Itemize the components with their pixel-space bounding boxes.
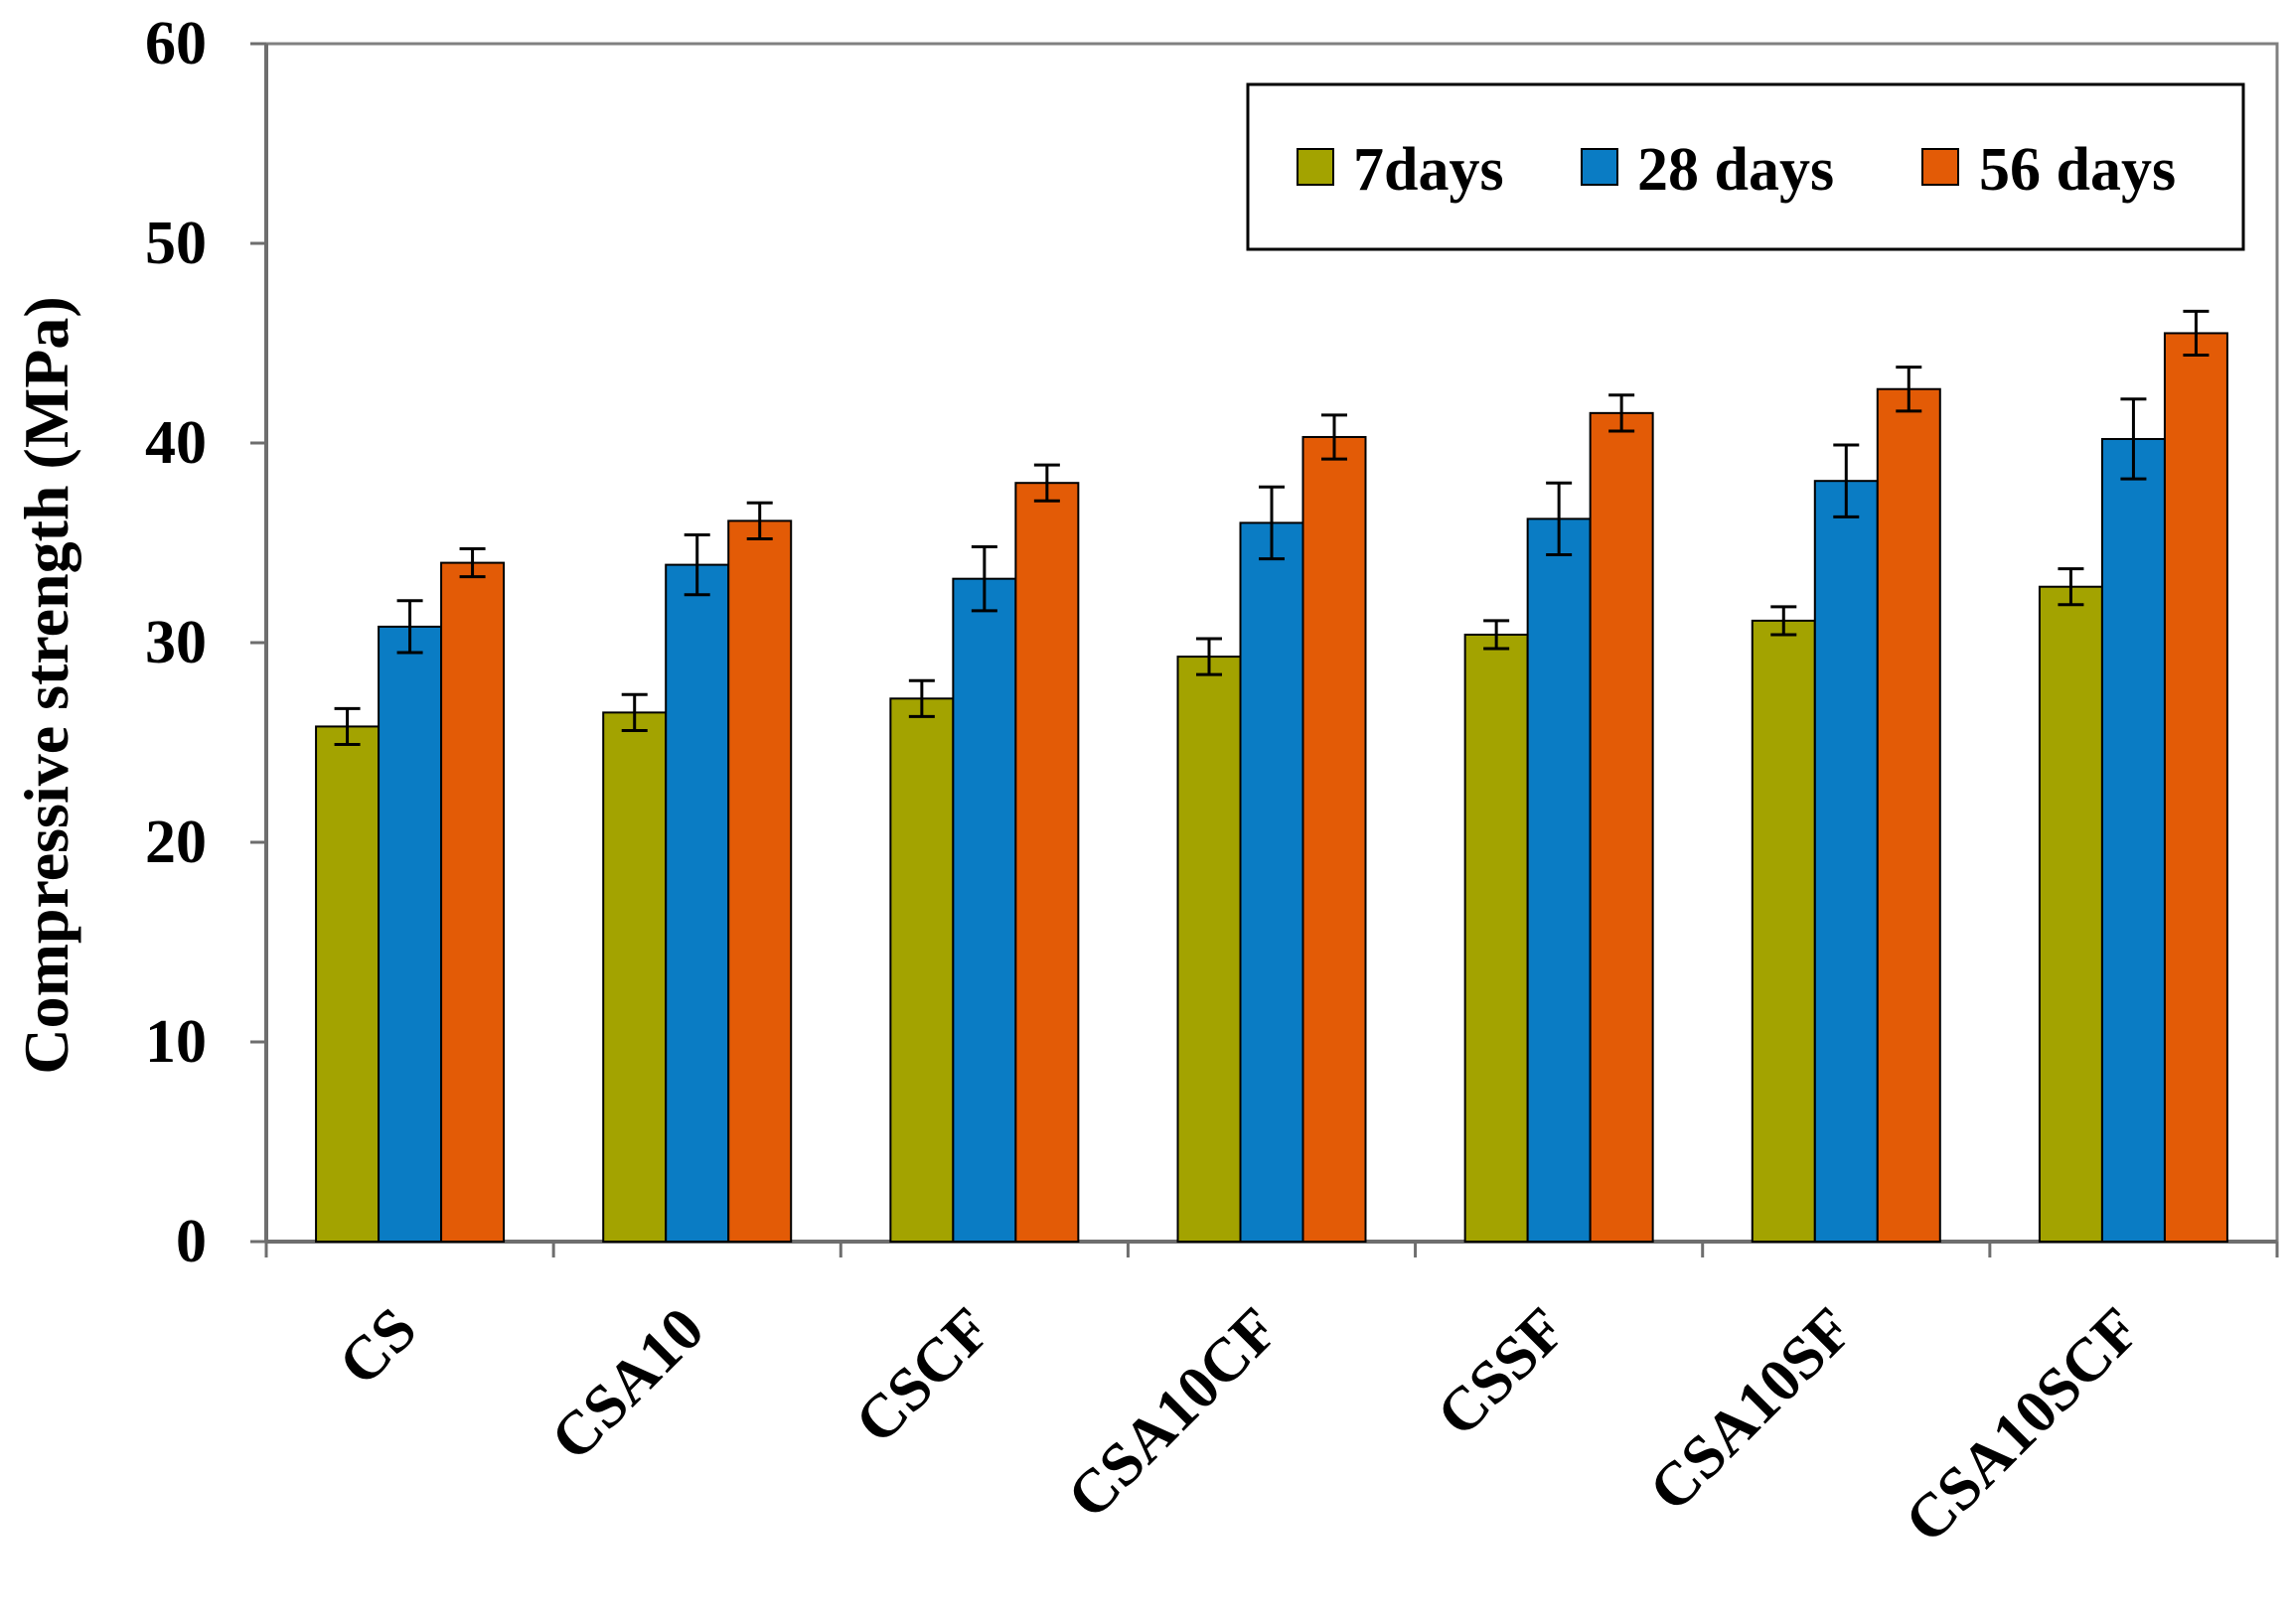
- bar-CSA10SCF-7days: [2038, 585, 2103, 1243]
- y-tick-label: 20: [145, 809, 207, 876]
- bar-CSA10SF-28days: [1813, 480, 1879, 1243]
- bar-CSA10CF-56days: [1301, 435, 1367, 1244]
- legend-label: 28 days: [1637, 136, 1834, 204]
- y-tick-label: 40: [145, 409, 207, 477]
- legend-label: 56 days: [1979, 136, 2176, 204]
- bar-CS-7days: [315, 725, 381, 1243]
- x-category-label: CSSF: [1425, 1295, 1579, 1449]
- bar-CSA10SF-7days: [1751, 619, 1816, 1243]
- bar-CSA10SCF-28days: [2100, 437, 2166, 1244]
- bar-CSSF-7days: [1463, 633, 1529, 1243]
- legend-swatch: [1921, 148, 1959, 186]
- y-axis-title: Compressive strength (MPa): [11, 296, 81, 1074]
- legend-swatch: [1297, 148, 1334, 186]
- bar-CSA10SF-56days: [1876, 387, 1941, 1244]
- bar-CSSF-56days: [1589, 411, 1654, 1244]
- bar-CSA10-7days: [602, 711, 668, 1243]
- legend-label: 7days: [1353, 136, 1504, 204]
- legend-swatch: [1581, 148, 1618, 186]
- bar-CSA10CF-28days: [1239, 521, 1304, 1243]
- bar-CSCF-56days: [1014, 482, 1080, 1243]
- y-tick-label: 60: [145, 10, 207, 77]
- bar-CSA10SCF-56days: [2163, 332, 2228, 1243]
- y-tick-label: 50: [145, 210, 207, 277]
- x-category-label: CSA10SF: [1636, 1295, 1866, 1525]
- bar-CS-28days: [378, 625, 443, 1243]
- bar-CSCF-7days: [889, 697, 955, 1243]
- bar-CSA10-56days: [727, 519, 793, 1243]
- bar-CS-56days: [440, 561, 506, 1243]
- y-tick-label: 10: [145, 1008, 207, 1076]
- bar-CSSF-28days: [1526, 517, 1592, 1243]
- x-category-label: CSA10: [538, 1295, 717, 1474]
- bar-CSA10CF-7days: [1176, 656, 1242, 1243]
- x-category-label: CS: [326, 1295, 429, 1399]
- y-tick-label: 30: [145, 609, 207, 676]
- y-tick-label: 0: [176, 1208, 207, 1275]
- bar-CSA10-28days: [665, 563, 730, 1243]
- bar-CSCF-28days: [952, 577, 1017, 1243]
- legend-box: [1246, 82, 2245, 251]
- x-category-label: CSCF: [842, 1295, 1004, 1457]
- x-category-label: CSA10CF: [1055, 1295, 1292, 1532]
- x-category-label: CSA10SCF: [1893, 1295, 2153, 1555]
